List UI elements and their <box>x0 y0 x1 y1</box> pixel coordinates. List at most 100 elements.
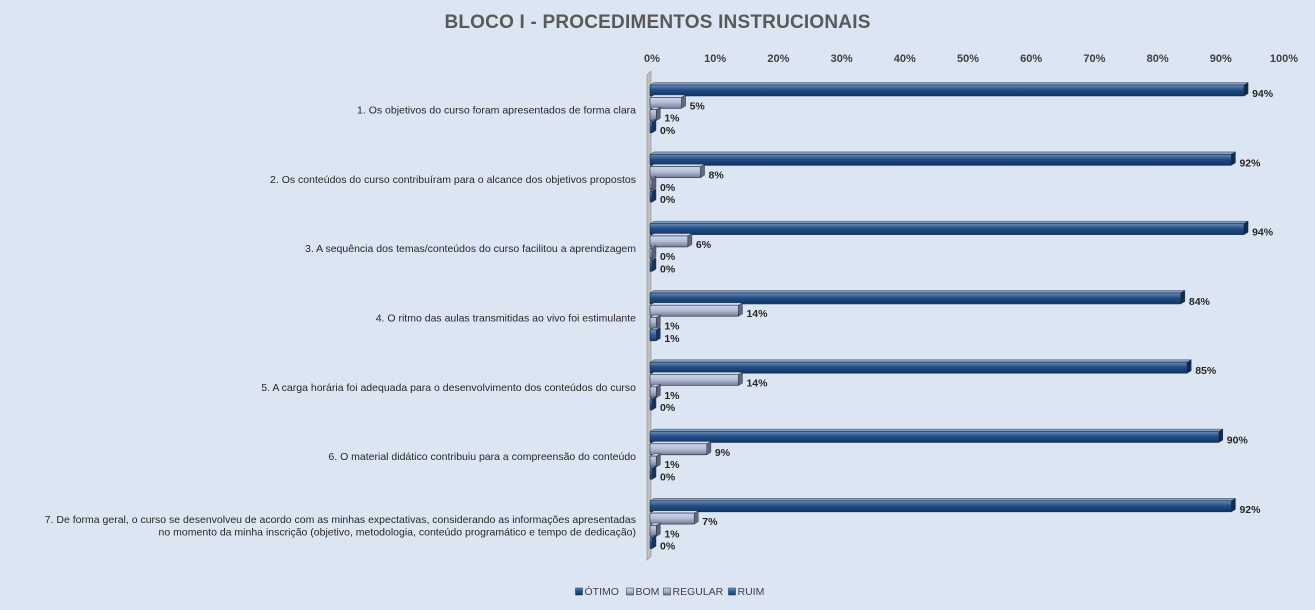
bar-end-face <box>694 510 699 525</box>
data-label: 7% <box>702 516 718 528</box>
bar <box>649 512 695 525</box>
legend-label: ÓTIMO <box>585 585 619 598</box>
x-tick-label: 90% <box>1210 53 1232 65</box>
category-label: 5. A carga horária foi adequada para o d… <box>261 382 636 394</box>
bar-end-face <box>687 233 693 248</box>
bar <box>649 247 653 260</box>
bar-end-face <box>656 453 661 468</box>
data-label: 1% <box>664 321 680 333</box>
bar <box>649 178 653 191</box>
bar <box>649 386 657 399</box>
bar-end-face <box>1243 220 1249 235</box>
bar-end-face <box>651 465 657 480</box>
chart-title: BLOCO I - PROCEDIMENTOS INSTRUCIONAIS <box>444 12 871 33</box>
bar-end-face <box>1186 359 1192 374</box>
legend-label: BOM <box>636 586 660 598</box>
bar-end-face <box>651 119 657 134</box>
data-label: 94% <box>1252 88 1274 100</box>
bar <box>649 84 1245 97</box>
bar-end-face <box>656 522 661 537</box>
bar <box>649 154 1232 166</box>
x-tick-label: 80% <box>1147 53 1169 65</box>
data-label: 14% <box>746 378 768 390</box>
bar <box>649 374 739 386</box>
bar-top-face <box>649 510 699 514</box>
legend-label: REGULAR <box>673 586 724 598</box>
bar-end-face <box>706 441 712 456</box>
bar-top-face <box>649 302 744 306</box>
bar <box>649 468 653 480</box>
bar-end-face <box>738 302 743 317</box>
bar-top-face <box>649 82 1249 86</box>
bar-end-face <box>651 245 657 260</box>
bar-end-face <box>738 371 743 386</box>
bar-top-face <box>649 163 706 167</box>
bar <box>649 121 653 134</box>
data-label: 1% <box>664 333 680 345</box>
bar-end-face <box>651 257 657 272</box>
bar <box>649 537 653 550</box>
bar <box>649 525 657 537</box>
bar-top-face <box>649 220 1249 224</box>
bar-end-face <box>1231 151 1236 166</box>
bar-end-face <box>1218 428 1224 443</box>
bar <box>649 443 708 456</box>
bar <box>649 361 1188 374</box>
x-tick-label: 70% <box>1083 53 1105 65</box>
x-tick-label: 10% <box>704 53 726 65</box>
bar <box>649 431 1220 443</box>
bar <box>649 109 657 121</box>
x-tick-label: 50% <box>957 53 979 65</box>
bar <box>649 455 657 468</box>
data-label: 8% <box>709 170 725 182</box>
x-tick-label: 40% <box>894 53 916 65</box>
data-label: 92% <box>1239 157 1261 169</box>
bar-end-face <box>651 176 657 191</box>
bar-top-face <box>649 428 1224 432</box>
bar-end-face <box>651 396 657 411</box>
legend-swatch <box>663 587 671 596</box>
bar-end-face <box>656 384 661 399</box>
category-label: 2. Os conteúdos do curso contribuíram pa… <box>270 174 636 186</box>
bar-top-face <box>649 233 693 237</box>
data-label: 90% <box>1227 435 1249 447</box>
bar <box>649 500 1232 513</box>
bar-top-face <box>649 359 1192 363</box>
legend-label: RUIM <box>738 586 765 598</box>
data-label: 0% <box>660 194 676 206</box>
legend-swatch <box>575 587 583 596</box>
bar <box>649 223 1245 235</box>
data-label: 1% <box>664 113 680 125</box>
data-label: 84% <box>1189 296 1211 308</box>
bar-top-face <box>649 94 687 98</box>
x-tick-label: 20% <box>767 53 789 65</box>
x-tick-label: 30% <box>831 53 853 65</box>
bar <box>649 292 1182 305</box>
bar-top-face <box>649 371 744 375</box>
data-label: 1% <box>664 528 680 540</box>
bar-end-face <box>1243 82 1249 97</box>
data-label: 14% <box>746 308 768 320</box>
data-label: 6% <box>696 239 712 251</box>
bar-end-face <box>651 534 657 550</box>
data-label: 1% <box>664 390 680 402</box>
bar <box>649 329 657 342</box>
category-label: 7. De forma geral, o curso se desenvolve… <box>45 514 636 526</box>
legend-swatch <box>626 587 634 596</box>
bar <box>649 317 657 329</box>
data-label: 92% <box>1239 504 1261 516</box>
bar-end-face <box>656 314 661 329</box>
data-label: 0% <box>660 125 676 137</box>
data-label: 0% <box>660 402 676 414</box>
data-label: 0% <box>660 251 676 263</box>
bar-top-face <box>649 441 712 444</box>
bar <box>649 304 739 317</box>
category-label: 4. O ritmo das aulas transmitidas ao viv… <box>376 313 636 325</box>
bar-end-face <box>656 327 661 342</box>
bar-top-face <box>649 498 1237 501</box>
data-label: 9% <box>715 447 731 459</box>
bar <box>649 398 653 411</box>
bar <box>649 190 653 203</box>
bar-end-face <box>700 163 705 178</box>
x-tick-label: 100% <box>1270 53 1298 65</box>
